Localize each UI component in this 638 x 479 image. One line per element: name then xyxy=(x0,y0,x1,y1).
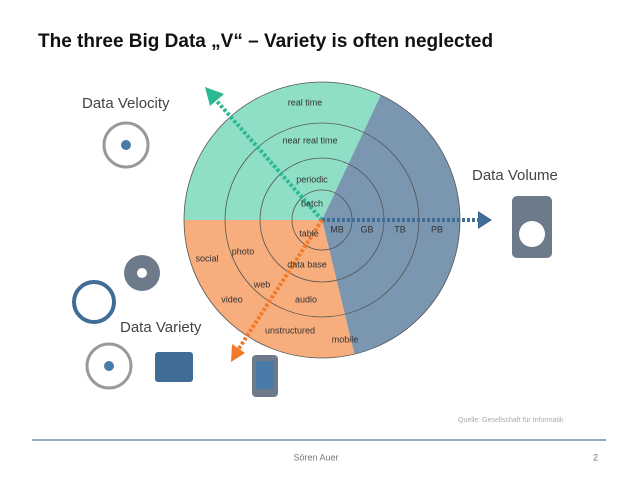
volume-label: Data Volume xyxy=(472,167,558,184)
ring-label: web xyxy=(253,279,271,289)
ring-label: data base xyxy=(287,259,327,269)
ring-label: TB xyxy=(394,224,406,234)
slide-title: The three Big Data „V“ – Variety is ofte… xyxy=(38,31,493,52)
volume-arrowhead xyxy=(478,211,492,229)
variety-sector xyxy=(184,220,355,358)
velocity-sector xyxy=(183,81,381,220)
velocity-arrowhead xyxy=(205,87,224,106)
ring-label: periodic xyxy=(296,174,328,184)
ring-label: PB xyxy=(431,224,443,234)
ring-label: mobile xyxy=(332,334,359,344)
ring-label: GB xyxy=(360,224,373,234)
source-note: Quelle: Gesellschaft für Informatik xyxy=(458,417,564,424)
ring-label: batch xyxy=(301,198,323,208)
ring-label: audio xyxy=(295,294,317,304)
ring-label: real time xyxy=(288,97,323,107)
ring-label: photo xyxy=(232,246,255,256)
volume-sector xyxy=(322,95,461,355)
ring-label: video xyxy=(221,294,243,304)
ring-label: MB xyxy=(330,224,344,234)
icons xyxy=(72,121,552,397)
variety-label: Data Variety xyxy=(120,319,202,336)
footer-author: Sören Auer xyxy=(293,452,338,462)
velocity-label: Data Velocity xyxy=(82,95,170,112)
ring-label: table xyxy=(299,228,319,238)
axes-arrows xyxy=(212,96,480,352)
variety-arrowhead xyxy=(231,344,245,362)
page-number: 2 xyxy=(593,452,598,462)
ring-label: social xyxy=(195,253,218,263)
ring-label: near real time xyxy=(282,135,337,145)
ring-label: unstructured xyxy=(265,325,315,335)
